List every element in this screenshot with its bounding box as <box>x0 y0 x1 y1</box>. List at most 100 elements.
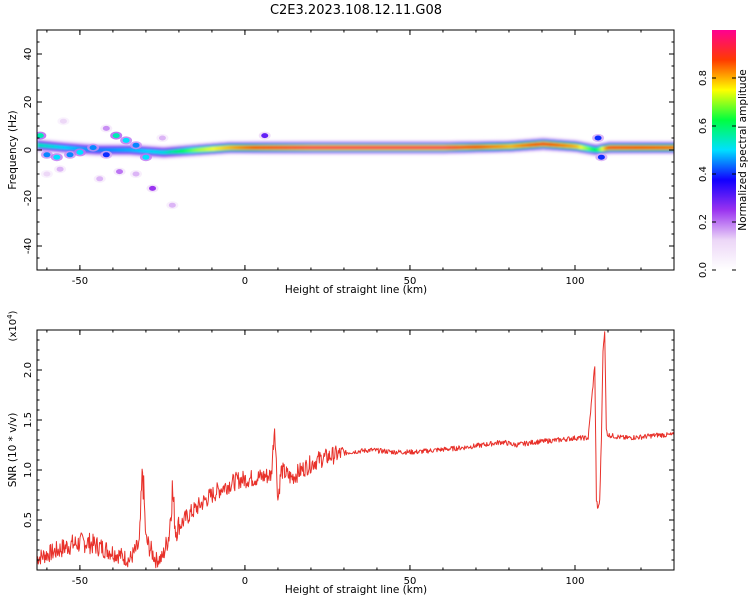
spectral-blob <box>112 133 120 139</box>
ridge-cell <box>464 145 468 150</box>
ridge-cell <box>534 142 537 147</box>
ridge-cell <box>357 145 361 150</box>
ridge-cell <box>197 148 201 152</box>
ridge-cell <box>339 145 343 150</box>
ridge-cell <box>581 145 585 150</box>
ridge-cell <box>633 145 636 150</box>
ridge-cell <box>62 145 66 150</box>
ridge-cell <box>294 145 298 150</box>
ridge-cell <box>371 145 375 150</box>
ridge-cell <box>112 148 115 152</box>
ridge-cell <box>454 145 458 150</box>
ridge-cell <box>66 146 70 150</box>
ridge-cell <box>292 145 296 150</box>
ridge-cell <box>359 145 363 150</box>
ridge-cell <box>474 145 478 149</box>
ridge-cell <box>106 148 109 152</box>
ridge-cell <box>545 142 549 147</box>
snr-x-tick-label: 0 <box>242 576 248 587</box>
spectrogram-x-ticks: -50 0 50 100 <box>46 30 675 287</box>
ridge-cell <box>139 148 143 153</box>
ridge-cell <box>58 145 62 149</box>
ridge-cell <box>472 145 476 149</box>
ridge-cell <box>583 146 587 150</box>
snr-frame <box>36 329 675 571</box>
spectral-blob <box>132 171 140 177</box>
ridge-cell <box>567 144 571 148</box>
ridge-cell <box>539 142 543 146</box>
spectrogram-x-tick-label: 100 <box>565 276 584 287</box>
ridge-cell <box>514 144 517 148</box>
ridge-cell <box>155 150 159 154</box>
snr-y-axis-label: SNR (10 * v/v) <box>7 413 19 488</box>
ridge-cell <box>223 146 226 150</box>
snr-y-tick-label: 2.0 <box>23 362 34 378</box>
ridge-cell <box>64 145 68 150</box>
snr-y-multiplier: (x104) <box>6 310 19 341</box>
ridge-cell <box>345 145 349 150</box>
ridge-cell <box>672 145 674 150</box>
spectrogram-panel: -50 0 50 100 -40 -20 0 20 40 Height of straight… <box>7 29 675 296</box>
ridge-cell <box>141 149 145 153</box>
ridge-cell <box>631 145 634 150</box>
ridge-cell <box>660 145 664 150</box>
ridge-cell <box>573 144 577 149</box>
ridge-cell <box>314 145 317 150</box>
ridge-cell <box>629 145 632 150</box>
ridge-cell <box>268 145 272 150</box>
ridge-cell <box>48 144 52 149</box>
ridge-cell <box>151 149 155 154</box>
ridge-cell <box>407 145 410 150</box>
ridge-cell <box>500 144 503 149</box>
ridge-cell <box>395 145 399 150</box>
ridge-cell <box>322 145 325 150</box>
ridge-cell <box>278 145 282 150</box>
ridge-cell <box>242 145 246 150</box>
ridge-cell <box>302 145 305 150</box>
ridge-cell <box>409 145 412 150</box>
ridge-cell <box>68 146 72 150</box>
ridge-cell <box>446 145 450 150</box>
ridge-cell <box>536 142 539 147</box>
ridge-cell <box>52 144 56 149</box>
ridge-cell <box>646 145 650 150</box>
ridge-cell <box>547 142 551 147</box>
ridge-cell <box>444 145 448 150</box>
ridge-cell <box>304 145 307 150</box>
ridge-cell <box>334 145 337 150</box>
ridge-cell <box>498 144 502 149</box>
ridge-cell <box>468 145 472 149</box>
ridge-cell <box>433 145 436 150</box>
ridge-cell <box>425 145 428 150</box>
ridge-cell <box>555 143 559 147</box>
ridge-cell <box>38 143 42 148</box>
ridge-cell <box>349 145 353 150</box>
ridge-cell <box>167 150 171 154</box>
ridge-cell <box>149 149 153 154</box>
spectral-blob <box>149 185 157 191</box>
ridge-cell <box>70 146 74 150</box>
ridge-cell <box>379 145 383 150</box>
ridge-cell <box>389 145 393 150</box>
ridge-cell <box>54 145 58 149</box>
ridge-cell <box>286 145 290 150</box>
ridge-cell <box>238 145 242 150</box>
colorbar-tick-label: 0.4 <box>698 166 709 182</box>
ridge-cell <box>128 148 131 152</box>
ridge-cell <box>72 146 76 151</box>
ridge-cell <box>264 145 268 150</box>
ridge-cell <box>136 148 139 153</box>
figure-title: C2E3.2023.108.12.11.G08 <box>270 3 442 18</box>
ridge-cell <box>326 145 329 150</box>
ridge-cell <box>177 149 181 154</box>
spectral-blob <box>56 166 64 172</box>
ridge-cell <box>603 146 606 151</box>
ridge-cell <box>543 142 547 146</box>
spectral-blob <box>59 118 67 124</box>
ridge-cell <box>217 146 220 151</box>
ridge-cell <box>571 144 575 148</box>
ridge-cell <box>593 147 597 152</box>
ridge-cell <box>589 147 593 151</box>
ridge-cell <box>110 148 113 152</box>
ridge-cell <box>320 145 323 150</box>
